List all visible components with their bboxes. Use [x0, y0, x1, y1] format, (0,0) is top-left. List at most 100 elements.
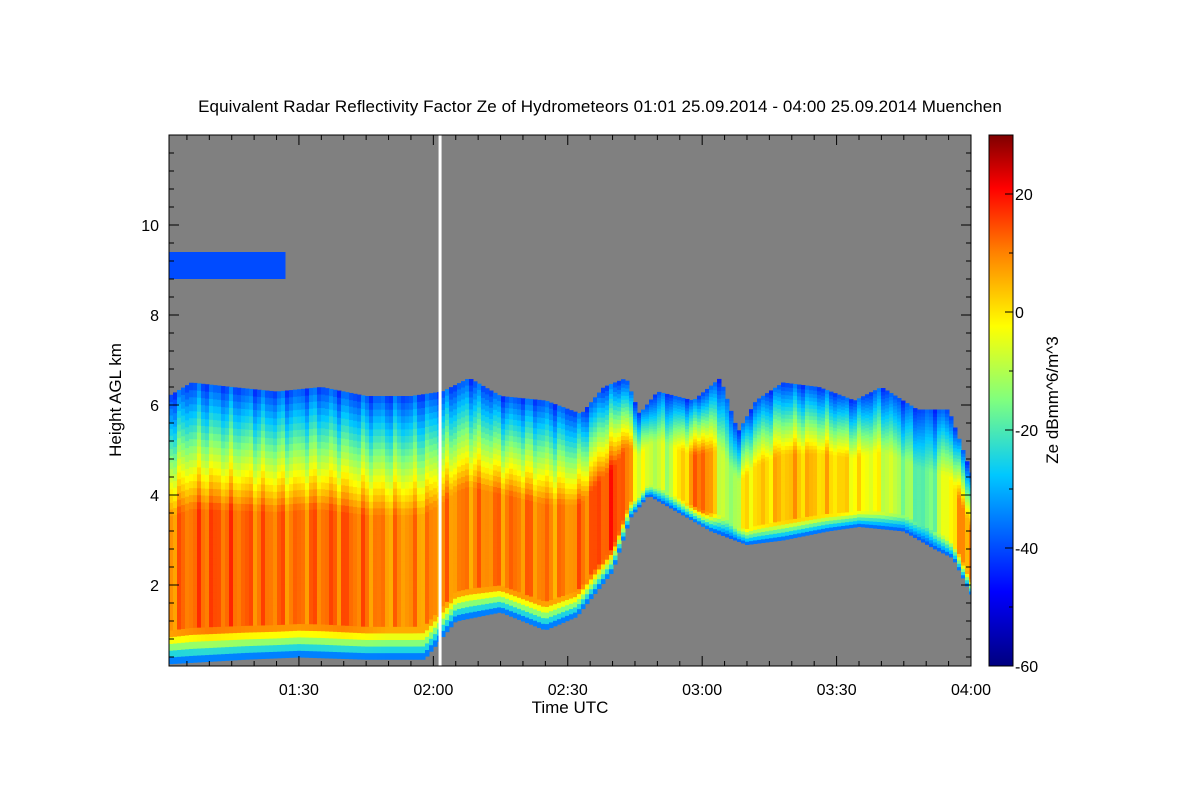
heat-cell: [265, 611, 270, 619]
heat-cell: [205, 578, 210, 586]
heat-cell: [389, 521, 394, 529]
heat-cell: [533, 546, 538, 553]
heat-cell: [569, 483, 574, 489]
heat-cell: [633, 509, 638, 513]
heat-cell: [605, 520, 610, 526]
heat-cell: [337, 450, 342, 458]
heat-cell: [593, 500, 598, 506]
heat-cell: [589, 490, 594, 496]
heat-cell: [369, 580, 374, 588]
heat-cell: [453, 533, 458, 540]
heat-cell: [389, 494, 394, 502]
heat-cell: [253, 584, 258, 592]
heat-cell: [425, 439, 430, 447]
heat-cell: [369, 474, 374, 483]
heat-cell: [237, 496, 242, 504]
heat-cell: [493, 436, 498, 443]
heat-cell: [197, 634, 202, 642]
heat-cell: [565, 456, 570, 463]
heat-cell: [493, 447, 498, 454]
heat-cell: [289, 436, 294, 445]
heat-cell: [309, 576, 314, 584]
heat-cell: [169, 475, 174, 483]
heat-cell: [205, 522, 210, 531]
heat-cell: [377, 540, 382, 548]
heat-cell: [417, 593, 422, 601]
heat-cell: [285, 584, 290, 592]
heat-cell: [401, 415, 406, 423]
heat-cell: [653, 457, 658, 461]
heat-cell: [329, 577, 334, 585]
heat-cell: [201, 411, 206, 420]
heat-cell: [273, 644, 278, 652]
heat-cell: [197, 522, 202, 531]
heat-cell: [189, 529, 194, 538]
heat-cell: [353, 453, 358, 461]
heat-cell: [621, 423, 626, 428]
heat-cell: [213, 598, 218, 607]
heat-cell: [581, 456, 586, 462]
heat-cell: [381, 514, 386, 522]
heat-cell: [629, 422, 634, 427]
heat-cell: [337, 571, 342, 579]
heat-cell: [585, 574, 590, 580]
heat-cell: [401, 521, 406, 529]
heat-cell: [625, 443, 630, 448]
heat-cell: [561, 514, 566, 521]
heat-cell: [301, 408, 306, 417]
heat-cell: [189, 431, 194, 440]
heat-cell: [481, 449, 486, 456]
heat-cell: [309, 637, 314, 645]
heat-cell: [309, 509, 314, 517]
heat-cell: [549, 430, 554, 437]
heat-cell: [385, 619, 390, 627]
heat-cell: [401, 396, 406, 404]
heat-cell: [509, 599, 514, 606]
heat-cell: [593, 534, 598, 541]
heat-cell: [177, 601, 182, 610]
heat-cell: [277, 511, 282, 519]
heat-cell: [421, 646, 426, 654]
heat-cell: [657, 446, 662, 450]
heat-cell: [229, 578, 234, 586]
heat-cell: [325, 590, 330, 598]
heat-cell: [457, 596, 462, 604]
heat-cell: [337, 484, 342, 492]
heat-cell: [321, 529, 326, 537]
heat-cell: [425, 413, 430, 421]
heat-cell: [529, 601, 534, 608]
heat-cell: [433, 639, 438, 647]
heat-cell: [425, 485, 430, 493]
heat-cell: [461, 583, 466, 591]
heat-cell: [337, 564, 342, 572]
heat-cell: [621, 427, 626, 432]
heat-cell: [277, 497, 282, 506]
heat-cell: [245, 611, 250, 620]
heat-cell: [193, 452, 198, 461]
heat-cell: [501, 580, 506, 587]
heat-cell: [177, 581, 182, 589]
heat-cell: [249, 618, 254, 626]
heat-cell: [361, 639, 366, 647]
heat-cell: [249, 402, 254, 410]
heat-cell: [625, 509, 630, 514]
heat-cell: [513, 595, 518, 602]
heat-cell: [493, 580, 498, 587]
heat-cell: [525, 533, 530, 540]
heat-cell: [217, 619, 222, 627]
heat-cell: [477, 517, 482, 524]
heat-cell: [193, 634, 198, 642]
heat-cell: [353, 572, 358, 580]
heat-cell: [357, 573, 362, 581]
heat-cell: [289, 543, 294, 551]
heat-cell: [281, 417, 286, 425]
heat-cell: [409, 626, 414, 634]
heat-cell: [653, 464, 658, 468]
heat-cell: [645, 487, 650, 491]
heat-cell: [177, 656, 182, 664]
heat-cell: [421, 460, 426, 468]
heat-cell: [233, 653, 238, 661]
heat-cell: [293, 429, 298, 437]
heat-cell: [617, 380, 622, 386]
heat-cell: [601, 426, 606, 433]
